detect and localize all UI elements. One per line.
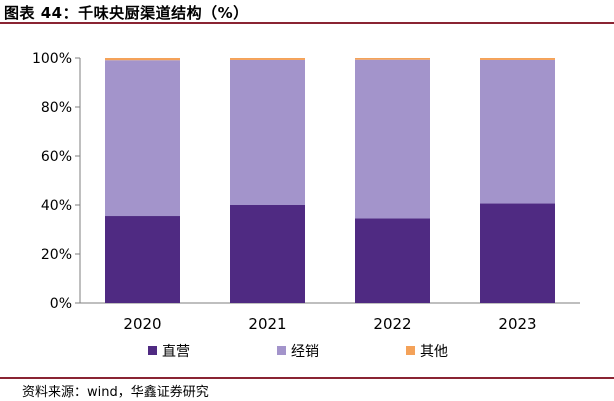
title-rule [0,22,614,24]
x-tick-label: 2021 [248,315,286,333]
x-tick-label: 2023 [498,315,536,333]
bar-2021-其他 [230,58,305,60]
y-tick-label: 0% [50,296,72,312]
chart-title: 图表 44：千味央厨渠道结构（%） [4,4,249,22]
stacked-bar-chart: 0% 20% 40% 60% 80% 100% 2020 2021 2022 2023 直营 经销 其他 [32,51,580,360]
footer-rule [0,377,614,379]
legend-label: 经销 [291,344,319,360]
y-tick-label: 60% [41,149,72,165]
source-note: 资料来源：wind，华鑫证券研究 [22,385,209,400]
y-tick-label: 40% [41,198,72,214]
bar-2023-其他 [480,58,555,60]
legend-swatch [406,346,415,355]
bar-2022-直营 [355,218,430,303]
x-tick-label: 2020 [123,315,161,333]
bar-2020-经销 [105,60,180,217]
bar-2023-经销 [480,59,555,204]
bar-2021-经销 [230,59,305,206]
bar-2022-经销 [355,59,430,219]
legend-label: 其他 [420,344,448,360]
y-tick-label: 100% [32,51,72,67]
y-tick-label: 20% [41,247,72,263]
legend-swatch [148,346,157,355]
bar-2021-直营 [230,205,305,303]
bar-2020-直营 [105,216,180,303]
bar-2023-直营 [480,203,555,303]
legend-swatch [277,346,286,355]
bar-2020-其他 [105,58,180,61]
legend-label: 直营 [162,343,190,360]
x-tick-label: 2022 [373,315,411,333]
bar-2022-其他 [355,58,430,60]
y-tick-label: 80% [41,100,72,116]
